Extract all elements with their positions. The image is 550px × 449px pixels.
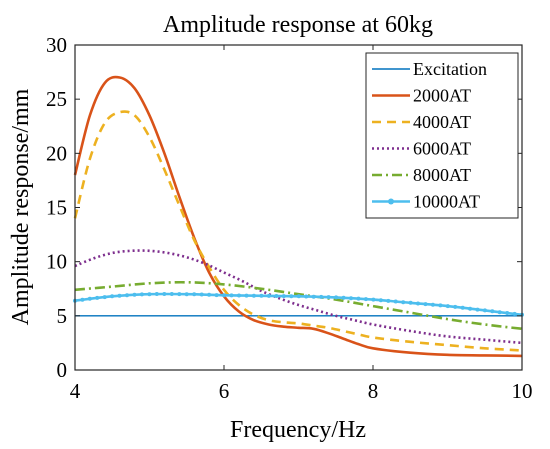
series-marker bbox=[497, 310, 502, 315]
series-marker bbox=[87, 296, 92, 301]
series-marker bbox=[177, 292, 182, 297]
legend-label: 4000AT bbox=[413, 112, 471, 132]
series-marker bbox=[490, 309, 495, 314]
series-marker bbox=[393, 299, 398, 304]
y-tick-label: 5 bbox=[57, 304, 68, 328]
series-marker bbox=[259, 293, 264, 298]
series-marker bbox=[430, 302, 435, 307]
legend: Excitation 2000AT 4000AT 6000AT 8000AT 10000A… bbox=[365, 52, 519, 219]
series-marker bbox=[229, 293, 234, 298]
series-marker bbox=[468, 306, 473, 311]
series-marker bbox=[311, 294, 316, 299]
series-marker bbox=[423, 302, 428, 307]
series-marker bbox=[505, 311, 510, 315]
series-marker bbox=[162, 292, 167, 296]
series-marker bbox=[207, 292, 212, 297]
x-tick-label: 4 bbox=[70, 379, 81, 403]
series-marker bbox=[132, 292, 137, 297]
y-axis-label: Amplitude response/mm bbox=[8, 88, 34, 325]
series-marker bbox=[95, 295, 100, 300]
series-marker bbox=[244, 293, 249, 298]
series-marker bbox=[341, 295, 346, 300]
series-marker bbox=[401, 300, 406, 305]
series-line-2000at bbox=[73, 75, 523, 358]
y-tick-label: 30 bbox=[46, 33, 67, 57]
x-tick-label: 6 bbox=[219, 379, 230, 403]
y-tick-label: 10 bbox=[46, 250, 67, 274]
series-marker bbox=[460, 305, 465, 310]
y-tick-label: 15 bbox=[46, 196, 67, 220]
series-marker bbox=[110, 294, 115, 299]
series-marker bbox=[222, 293, 227, 298]
series-marker bbox=[326, 295, 331, 300]
y-tick-label: 20 bbox=[46, 141, 67, 165]
series-marker bbox=[512, 311, 517, 316]
series-line-4000at bbox=[73, 110, 523, 352]
series-marker bbox=[445, 304, 450, 309]
series-marker bbox=[274, 294, 279, 298]
legend-box bbox=[365, 52, 519, 219]
series-marker bbox=[453, 304, 458, 309]
series-marker bbox=[289, 294, 294, 299]
series-marker bbox=[139, 292, 144, 297]
series-marker bbox=[319, 294, 324, 299]
series-marker bbox=[80, 297, 85, 302]
series-marker bbox=[192, 292, 197, 297]
y-tick-label: 25 bbox=[46, 87, 67, 111]
series-marker bbox=[125, 293, 129, 298]
ticks-layer: 4 6 8 10 0 5 10 15 20 25 30 bbox=[46, 33, 533, 403]
x-axis-label: Frequency/Hz bbox=[230, 417, 366, 443]
series-line-8000at bbox=[74, 280, 523, 331]
legend-marker bbox=[388, 198, 394, 205]
series-marker bbox=[356, 296, 361, 301]
series-marker bbox=[438, 303, 443, 308]
series-marker bbox=[304, 294, 309, 299]
series-marker bbox=[363, 297, 368, 302]
legend-label: Excitation bbox=[413, 59, 487, 79]
series-marker bbox=[386, 298, 391, 303]
legend-label: 8000AT bbox=[413, 165, 471, 185]
series-marker bbox=[251, 293, 256, 298]
series-marker bbox=[169, 292, 174, 296]
series-marker bbox=[214, 293, 219, 298]
series-marker bbox=[281, 294, 286, 299]
series-marker bbox=[154, 292, 159, 296]
series-marker bbox=[184, 292, 189, 297]
y-tick-label: 0 bbox=[57, 358, 68, 382]
series-marker bbox=[147, 292, 152, 297]
series-marker bbox=[199, 292, 204, 297]
series-marker bbox=[117, 293, 122, 298]
legend-label: 6000AT bbox=[413, 139, 471, 159]
legend-label: 10000AT bbox=[413, 192, 480, 212]
series-marker bbox=[349, 296, 353, 301]
series-marker bbox=[334, 295, 339, 300]
x-tick-label: 8 bbox=[368, 379, 379, 403]
series-marker bbox=[102, 295, 107, 300]
series-marker bbox=[371, 297, 376, 302]
chart-title: Amplitude response at 60kg bbox=[163, 12, 433, 38]
series-line-6000at bbox=[74, 249, 523, 345]
series-marker bbox=[378, 298, 383, 303]
series-marker bbox=[408, 300, 413, 305]
series-marker bbox=[296, 294, 301, 299]
series-marker bbox=[237, 293, 241, 298]
series-marker bbox=[475, 307, 480, 312]
series-marker bbox=[266, 293, 271, 298]
series-marker bbox=[416, 301, 420, 306]
legend-label: 2000AT bbox=[413, 86, 471, 106]
x-tick-label: 10 bbox=[512, 379, 533, 403]
series-marker bbox=[482, 308, 487, 313]
series-layer bbox=[73, 75, 524, 358]
